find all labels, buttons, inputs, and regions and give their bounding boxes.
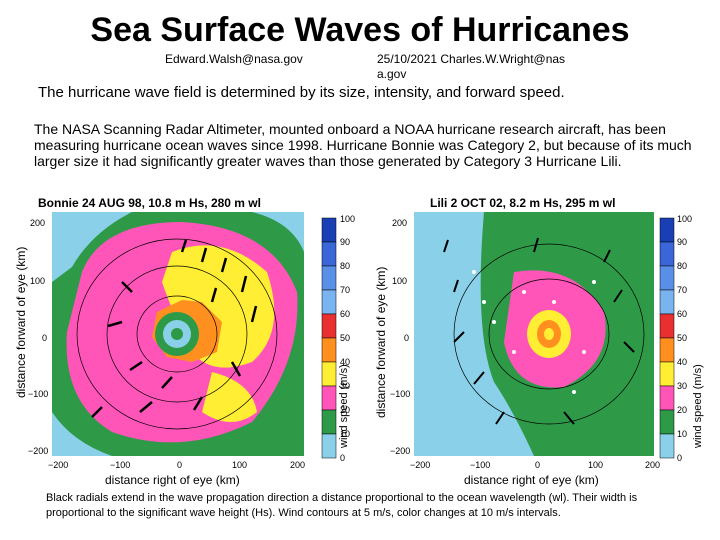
figure-caption: Black radials extend in the wave propaga… <box>46 492 638 519</box>
colorbar-tick: 50 <box>677 333 688 343</box>
colorbar-tick: 30 <box>677 381 688 391</box>
bonnie-colorbar <box>321 217 337 459</box>
lili-y-tick: −200 <box>390 446 411 456</box>
lili-colorbar-label: wind speed (m/s) <box>692 364 704 448</box>
bonnie-y-tick: 200 <box>30 218 46 228</box>
lili-panel-title: Lili 2 OCT 02, 8.2 m Hs, 295 m wl <box>430 196 616 210</box>
bonnie-y-tick: −100 <box>28 389 49 399</box>
lili-y-tick: −100 <box>390 389 411 399</box>
colorbar-tick: 70 <box>677 285 688 295</box>
bonnie-x-tick: 200 <box>290 460 306 470</box>
page-title: Sea Surface Waves of Hurricanes <box>90 11 630 49</box>
bonnie-x-axis-label: distance right of eye (km) <box>105 473 240 487</box>
colorbar-segment <box>321 361 337 387</box>
colorbar-segment <box>659 409 675 435</box>
colorbar-tick: 90 <box>677 237 688 247</box>
colorbar-tick: 40 <box>340 357 351 367</box>
colorbar-tick: 60 <box>677 309 688 319</box>
colorbar-segment <box>659 385 675 411</box>
colorbar-tick: 10 <box>677 429 688 439</box>
lili-x-axis-label: distance right of eye (km) <box>464 473 599 487</box>
colorbar-segment <box>321 241 337 267</box>
author-email: Edward.Walsh@nasa.gov <box>165 52 303 66</box>
lili-colorbar <box>659 217 675 459</box>
colorbar-tick: 10 <box>340 429 351 439</box>
colorbar-segment <box>321 409 337 435</box>
colorbar-segment <box>659 313 675 339</box>
colorbar-segment <box>321 265 337 291</box>
lili-x-tick: −100 <box>470 460 491 470</box>
lili-y-axis-label: distance forward of eye (km) <box>374 266 388 418</box>
colorbar-tick: 80 <box>340 261 351 271</box>
colorbar-tick: 20 <box>677 405 688 415</box>
colorbar-segment <box>659 265 675 291</box>
colorbar-segment <box>659 289 675 315</box>
colorbar-segment <box>659 217 675 243</box>
colorbar-tick: 0 <box>677 453 683 463</box>
colorbar-segment <box>321 217 337 243</box>
lili-y-tick: 200 <box>392 218 408 228</box>
lili-x-tick: 200 <box>645 460 661 470</box>
lili-y-tick: 100 <box>392 276 408 286</box>
lili-x-tick: 100 <box>588 460 604 470</box>
bonnie-y-tick: 0 <box>42 333 48 343</box>
colorbar-tick: 0 <box>340 453 346 463</box>
lili-wave-map <box>414 212 654 456</box>
colorbar-segment <box>321 289 337 315</box>
colorbar-tick: 30 <box>340 381 351 391</box>
colorbar-tick: 100 <box>340 214 356 224</box>
bonnie-wave-map <box>52 212 304 456</box>
colorbar-segment <box>659 361 675 387</box>
colorbar-tick: 80 <box>677 261 688 271</box>
bonnie-x-tick: −100 <box>110 460 131 470</box>
colorbar-segment <box>659 337 675 363</box>
bonnie-colorbar-label: wind speed (m/s) <box>338 364 350 448</box>
colorbar-segment <box>321 337 337 363</box>
bonnie-x-tick: 100 <box>232 460 248 470</box>
colorbar-segment <box>321 313 337 339</box>
bonnie-y-tick: 100 <box>30 276 46 286</box>
lili-y-tick: 0 <box>404 333 410 343</box>
intro-text: The hurricane wave field is determined b… <box>38 84 565 101</box>
colorbar-tick: 20 <box>340 405 351 415</box>
colorbar-tick: 90 <box>340 237 351 247</box>
bonnie-x-tick: −200 <box>48 460 69 470</box>
bonnie-x-tick: 0 <box>177 460 183 470</box>
body-paragraph: The NASA Scanning Radar Altimeter, mount… <box>34 121 692 169</box>
colorbar-tick: 50 <box>340 333 351 343</box>
lili-x-tick: 0 <box>535 460 541 470</box>
colorbar-tick: 100 <box>677 214 693 224</box>
colorbar-tick: 40 <box>677 357 688 367</box>
colorbar-tick: 70 <box>340 285 351 295</box>
bonnie-y-axis-label: distance forward of eye (km) <box>14 246 28 398</box>
bonnie-panel-title: Bonnie 24 AUG 98, 10.8 m Hs, 280 m wl <box>38 196 261 210</box>
colorbar-segment <box>321 385 337 411</box>
bonnie-y-tick: −200 <box>28 446 49 456</box>
colorbar-segment <box>321 433 337 459</box>
colorbar-tick: 60 <box>340 309 351 319</box>
date-author: 25/10/2021 Charles.W.Wright@nas a.gov <box>377 52 566 81</box>
colorbar-segment <box>659 433 675 459</box>
colorbar-segment <box>659 241 675 267</box>
lili-x-tick: −200 <box>410 460 431 470</box>
